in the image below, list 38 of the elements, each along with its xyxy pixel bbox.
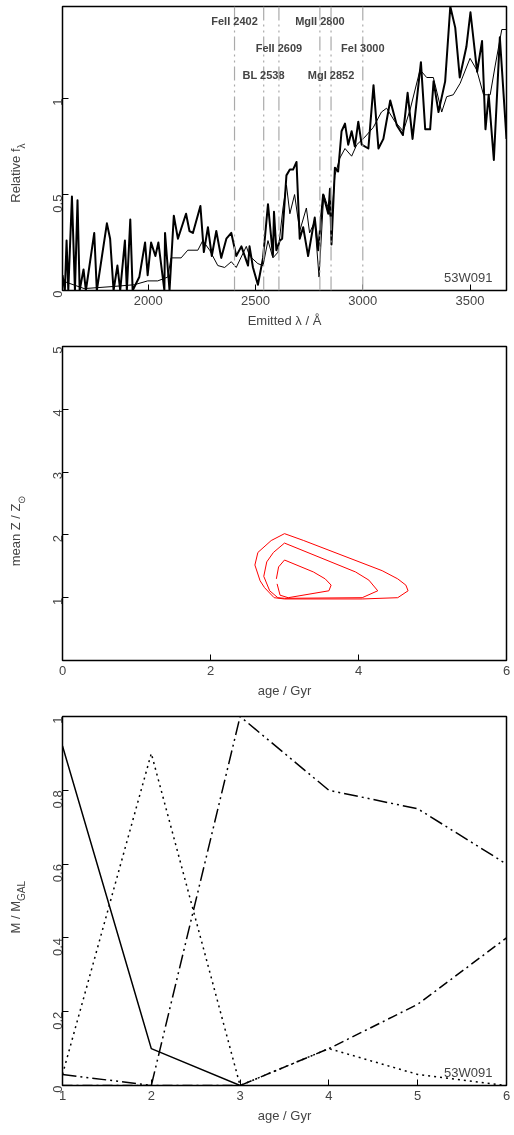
- x-tick-label: 3000: [348, 292, 378, 308]
- y-tick-label: 1: [50, 98, 65, 106]
- y-tick-label: 4: [50, 409, 65, 417]
- y-axis-title: mean Z / Z⊙: [8, 495, 28, 567]
- x-tick-label: 2000: [133, 292, 163, 308]
- y-axis-title: M / MGAL: [8, 880, 28, 934]
- y-tick-label: 0.5: [50, 194, 65, 213]
- y-tick-label: 1: [50, 597, 65, 605]
- annotation: 53W091: [444, 269, 493, 285]
- ref-line-label: BL 2538: [242, 68, 285, 81]
- ref-line-label: MgI 2852: [307, 68, 355, 81]
- x-tick-label: 4: [325, 1087, 333, 1103]
- y-tick-label: 0.2: [50, 1011, 65, 1030]
- y-tick-label: 2: [50, 534, 65, 543]
- ref-line-label: FeI 3000: [341, 41, 385, 54]
- y-tick-label: 3: [50, 472, 65, 480]
- ref-line-label: MgII 2800: [295, 14, 345, 27]
- x-tick-label: 4: [354, 662, 363, 678]
- ref-line-label: FeII 2402: [211, 14, 258, 27]
- annotation: 53W091: [444, 1064, 493, 1080]
- x-tick-label: 3: [236, 1087, 244, 1103]
- y-tick-label: 0.4: [50, 937, 65, 956]
- x-tick-label: 3500: [455, 292, 485, 308]
- x-tick-label: 6: [502, 1087, 511, 1103]
- y-tick-label: 0.6: [50, 864, 65, 883]
- x-axis-title: age / Gyr: [257, 682, 312, 698]
- y-tick-label: 0.8: [50, 790, 65, 809]
- x-axis-title: Emitted λ / Å: [247, 312, 322, 328]
- x-tick-label: 5: [414, 1087, 422, 1103]
- ref-line-label: FeII 2609: [255, 41, 303, 54]
- x-axis-title: age / Gyr: [257, 1107, 312, 1123]
- x-tick-label: 2: [206, 662, 215, 678]
- x-tick-label: 2500: [241, 292, 271, 308]
- x-tick-label: 6: [502, 662, 511, 678]
- y-axis-title: Relative fλ: [8, 143, 28, 203]
- y-tick-label: 5: [50, 346, 65, 354]
- y-tick-label: 1: [50, 716, 65, 724]
- x-tick-label: 2: [147, 1087, 155, 1103]
